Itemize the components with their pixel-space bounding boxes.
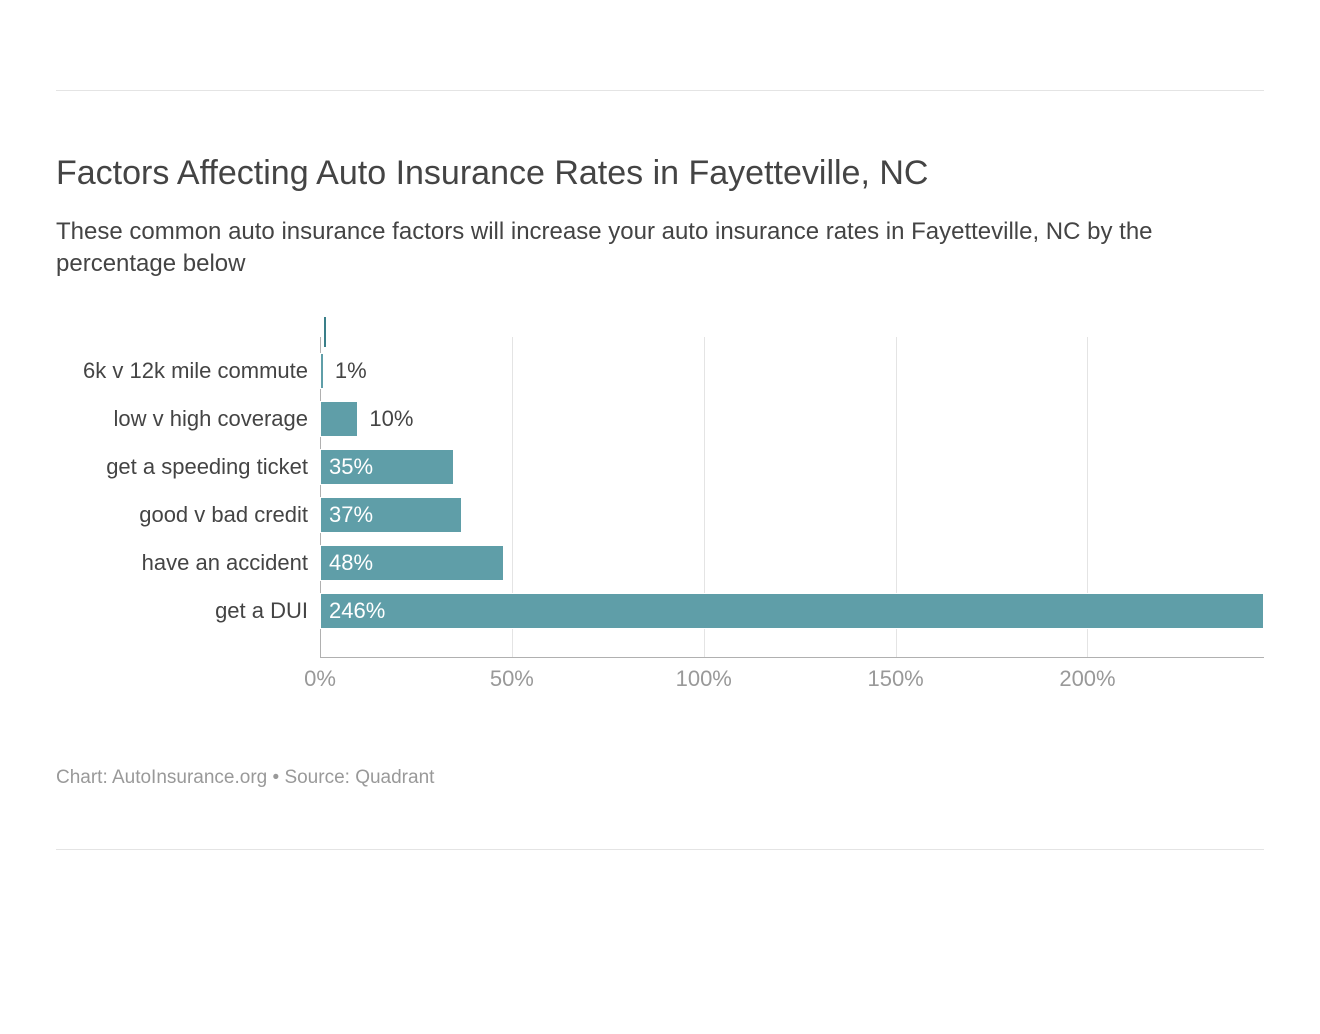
bar-row: have an accident 48%: [56, 539, 1264, 587]
top-divider: [56, 90, 1264, 91]
category-label: have an accident: [56, 550, 308, 576]
x-axis-label: 50%: [490, 666, 534, 692]
category-label: 6k v 12k mile commute: [56, 358, 308, 384]
tooltip-mark: [324, 317, 326, 347]
bar[interactable]: 246%: [320, 593, 1264, 629]
bar-value-label: 10%: [369, 406, 413, 432]
bar-row: get a speeding ticket 35%: [56, 443, 1264, 491]
category-label: get a speeding ticket: [56, 454, 308, 480]
x-axis-label: 0%: [304, 666, 336, 692]
chart-subtitle: These common auto insurance factors will…: [56, 216, 1156, 281]
category-label: get a DUI: [56, 598, 308, 624]
bar-row: low v high coverage 10%: [56, 395, 1264, 443]
bar-value-label: 246%: [329, 598, 385, 624]
bottom-divider: [56, 849, 1264, 850]
bar-value-label: 37%: [329, 502, 373, 528]
chart-title: Factors Affecting Auto Insurance Rates i…: [56, 153, 1264, 194]
chart-footer: Chart: AutoInsurance.org • Source: Quadr…: [56, 767, 1264, 789]
bar-value-label: 1%: [335, 358, 367, 384]
x-axis-label: 150%: [867, 666, 923, 692]
bar-row: good v bad credit 37%: [56, 491, 1264, 539]
bar[interactable]: 1%: [320, 353, 324, 389]
bar-row: get a DUI 246%: [56, 587, 1264, 635]
bar[interactable]: 10%: [320, 401, 358, 437]
category-label: good v bad credit: [56, 502, 308, 528]
bar[interactable]: 37%: [320, 497, 462, 533]
bar-value-label: 35%: [329, 454, 373, 480]
chart-area: 0% 50% 100% 150% 200% 6k v 12k mile commute 1…: [56, 337, 1264, 737]
bar[interactable]: 35%: [320, 449, 454, 485]
x-axis-label: 100%: [676, 666, 732, 692]
bar[interactable]: 48%: [320, 545, 504, 581]
bar-value-label: 48%: [329, 550, 373, 576]
category-label: low v high coverage: [56, 406, 308, 432]
bar-row: 6k v 12k mile commute 1%: [56, 347, 1264, 395]
x-axis-line: [320, 657, 1264, 658]
x-axis-label: 200%: [1059, 666, 1115, 692]
